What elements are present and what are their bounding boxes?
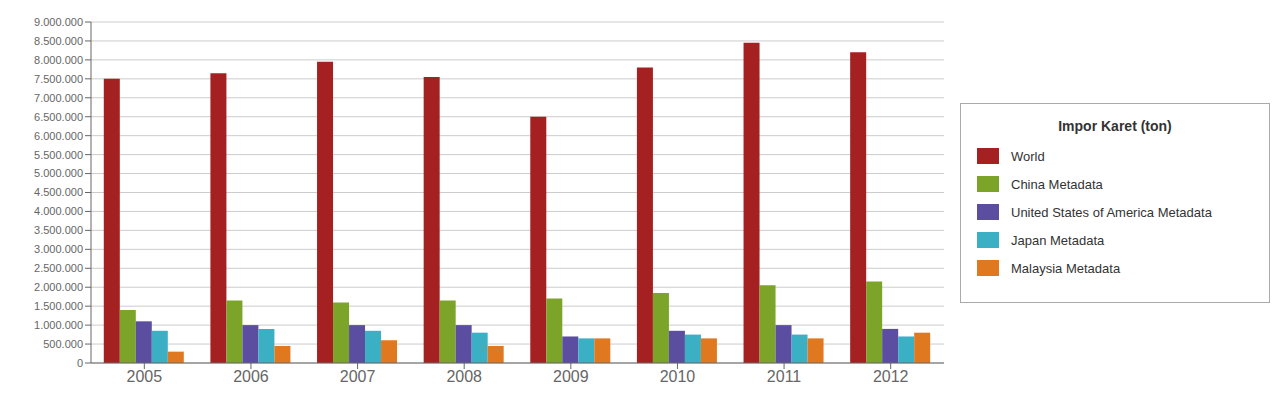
- html-text:Malaysia Metadata: Malaysia Metadata: [1011, 260, 1121, 276]
- html-text:China Metadata: China Metadata: [1011, 176, 1103, 192]
- svg-text:1.500.000: 1.500.000: [34, 300, 83, 312]
- svg-text:2007: 2007: [340, 368, 376, 385]
- svg-text:4.500.000: 4.500.000: [34, 186, 83, 198]
- svg-text:2011: 2011: [767, 368, 802, 385]
- html-text:World: World: [1011, 148, 1045, 164]
- svg-text:2.500.000: 2.500.000: [34, 262, 83, 274]
- svg-text:8.000.000: 8.000.000: [34, 54, 83, 66]
- svg-text:6.000.000: 6.000.000: [34, 130, 83, 142]
- svg-text:3.500.000: 3.500.000: [34, 224, 83, 236]
- html-text:Japan Metadata: Japan Metadata: [1011, 232, 1105, 248]
- svg-text:2.000.000: 2.000.000: [34, 281, 83, 293]
- svg-text:9.000.000: 9.000.000: [34, 16, 83, 28]
- svg-text:2008: 2008: [446, 368, 482, 385]
- html-text:Impor Karet (ton): Impor Karet (ton): [1058, 118, 1172, 134]
- svg-text:0: 0: [77, 357, 83, 369]
- svg-text:8.500.000: 8.500.000: [34, 35, 83, 47]
- svg-text:4.000.000: 4.000.000: [34, 205, 83, 217]
- svg-text:2009: 2009: [553, 368, 589, 385]
- svg-text:6.500.000: 6.500.000: [34, 111, 83, 123]
- svg-text:7.500.000: 7.500.000: [34, 73, 83, 85]
- html-text:United States of America Metad: United States of America Metadata: [1011, 204, 1212, 220]
- svg-text:5.500.000: 5.500.000: [34, 149, 83, 161]
- svg-text:7.000.000: 7.000.000: [34, 92, 83, 104]
- svg-text:2005: 2005: [127, 368, 163, 385]
- svg-text:2012: 2012: [873, 368, 909, 385]
- svg-text:2010: 2010: [660, 368, 696, 385]
- svg-text:5.000.000: 5.000.000: [34, 167, 83, 179]
- svg-text:500.000: 500.000: [43, 338, 83, 350]
- svg-text:3.000.000: 3.000.000: [34, 243, 83, 255]
- svg-text:2006: 2006: [233, 368, 269, 385]
- svg-text:1.000.000: 1.000.000: [34, 319, 83, 331]
